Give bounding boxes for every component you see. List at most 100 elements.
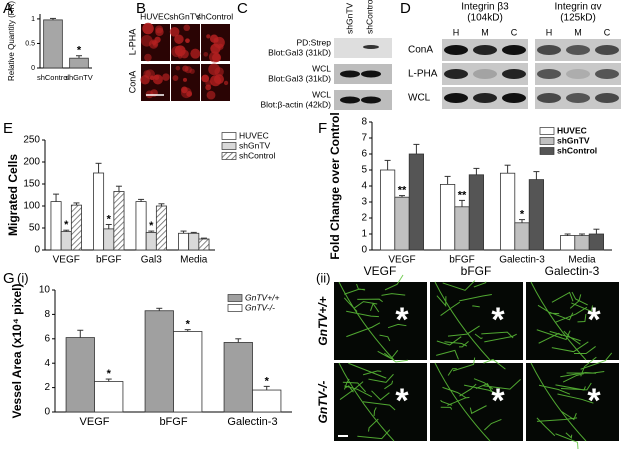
y-tick-label: 3: [361, 197, 367, 208]
cell-stain: [214, 67, 224, 77]
cell-stain: [144, 53, 152, 62]
blot-band: [566, 69, 590, 79]
cell-stain: [182, 77, 188, 82]
blot-band: [363, 45, 379, 49]
bar: [439, 183, 456, 251]
y-tick-label: 0: [361, 245, 367, 256]
bar: [65, 337, 95, 413]
blot-band: [473, 93, 497, 103]
legend-label: GnTV+/+: [245, 292, 280, 302]
blot-band: [502, 69, 526, 79]
bar: [113, 191, 125, 251]
significance-mark: *: [77, 45, 82, 57]
x-tick-label: Galectin-3: [499, 255, 545, 266]
cell-stain: [206, 90, 216, 100]
implant-marker: *: [395, 301, 409, 339]
cell-stain: [172, 75, 179, 81]
blot-band: [340, 70, 360, 78]
bar: [93, 172, 105, 251]
subpanel-label: (ii): [316, 270, 330, 285]
cell-stain: [175, 65, 181, 71]
bar: [198, 238, 210, 251]
legend-label: shControl: [557, 145, 597, 155]
x-tick-label: shControl: [37, 73, 69, 82]
cell-stain: [223, 80, 229, 86]
cell-stain: [169, 26, 180, 37]
blot-label: Blot:Gal3 (31kD): [268, 47, 331, 57]
row-label: L-PHA: [127, 29, 137, 56]
bar: [144, 310, 174, 413]
legend-label: HUVEC: [239, 130, 269, 140]
panel-label: A: [3, 0, 13, 17]
lane-label: M: [481, 27, 489, 37]
legend-swatch: [221, 132, 237, 140]
significance-mark: *: [149, 220, 154, 232]
bar: [135, 201, 147, 251]
legend-label: shGnTV: [557, 135, 590, 145]
y-tick-label: 7: [361, 133, 367, 144]
legend-swatch: [221, 152, 237, 160]
bar: [514, 222, 530, 251]
blot-label: WCL: [312, 63, 331, 73]
implant-marker: *: [587, 301, 601, 339]
column-label: VEGF: [364, 264, 397, 278]
y-tick-label: 2: [361, 213, 367, 224]
bar: [252, 389, 282, 413]
y-tick-label: 0: [34, 245, 40, 256]
significance-mark: *: [107, 213, 112, 225]
blot: [334, 38, 392, 58]
bar: [588, 233, 605, 251]
group-label: Integrin αv: [555, 2, 602, 13]
lane-label: C: [604, 27, 611, 37]
panel-label: D: [400, 0, 411, 17]
y-tick-label: 5: [361, 165, 367, 176]
y-tick-label: 0: [31, 65, 35, 72]
blot-label: Blot:Gal3 (31kD): [268, 73, 331, 83]
implant-marker: *: [491, 382, 505, 420]
blot-band: [361, 96, 381, 104]
lane-label: C: [511, 27, 518, 37]
significance-mark: *: [64, 219, 69, 231]
blot-band: [537, 93, 561, 103]
bar: [155, 205, 167, 251]
y-tick-label: 8: [361, 117, 367, 128]
cell-stain: [210, 75, 222, 87]
column-label: shControl: [197, 11, 233, 21]
cell-stain: [203, 51, 209, 57]
cell-stain: [155, 27, 164, 37]
bar: [560, 235, 576, 251]
cell-stain: [211, 53, 222, 63]
significance-mark: *: [520, 209, 525, 221]
micrograph: [430, 363, 523, 441]
cell-stain: [206, 34, 211, 39]
bar: [50, 201, 62, 251]
cell-stain: [145, 69, 156, 80]
lane-label: H: [546, 27, 553, 37]
bar: [188, 232, 200, 251]
significance-mark: *: [107, 368, 112, 380]
implant-marker: *: [491, 301, 505, 339]
y-tick-label: 50: [29, 223, 41, 234]
bar: [379, 169, 396, 251]
cell-stain: [205, 84, 212, 91]
bar: [69, 57, 89, 69]
vessel-network: [434, 357, 521, 442]
row-label: ConA: [408, 45, 433, 56]
blot-band: [595, 69, 619, 79]
legend-swatch: [227, 294, 243, 302]
column-label: HUVEC: [140, 11, 170, 21]
y-tick-label: 100: [23, 201, 40, 212]
y-tick-label: 1: [361, 229, 367, 240]
blot-band: [340, 96, 360, 104]
column-label: Galectin-3: [545, 264, 600, 278]
bar: [103, 228, 115, 251]
vessel-network: [338, 274, 408, 363]
bar: [43, 19, 63, 69]
bar: [94, 381, 124, 413]
lane-label: shGnTV: [344, 2, 354, 34]
blot-band: [595, 93, 619, 103]
y-axis-label: Fold Change over Control: [328, 112, 342, 259]
cell-stain: [201, 74, 210, 83]
micrograph: [526, 363, 619, 441]
row-label: GnTV+/+: [316, 296, 330, 345]
